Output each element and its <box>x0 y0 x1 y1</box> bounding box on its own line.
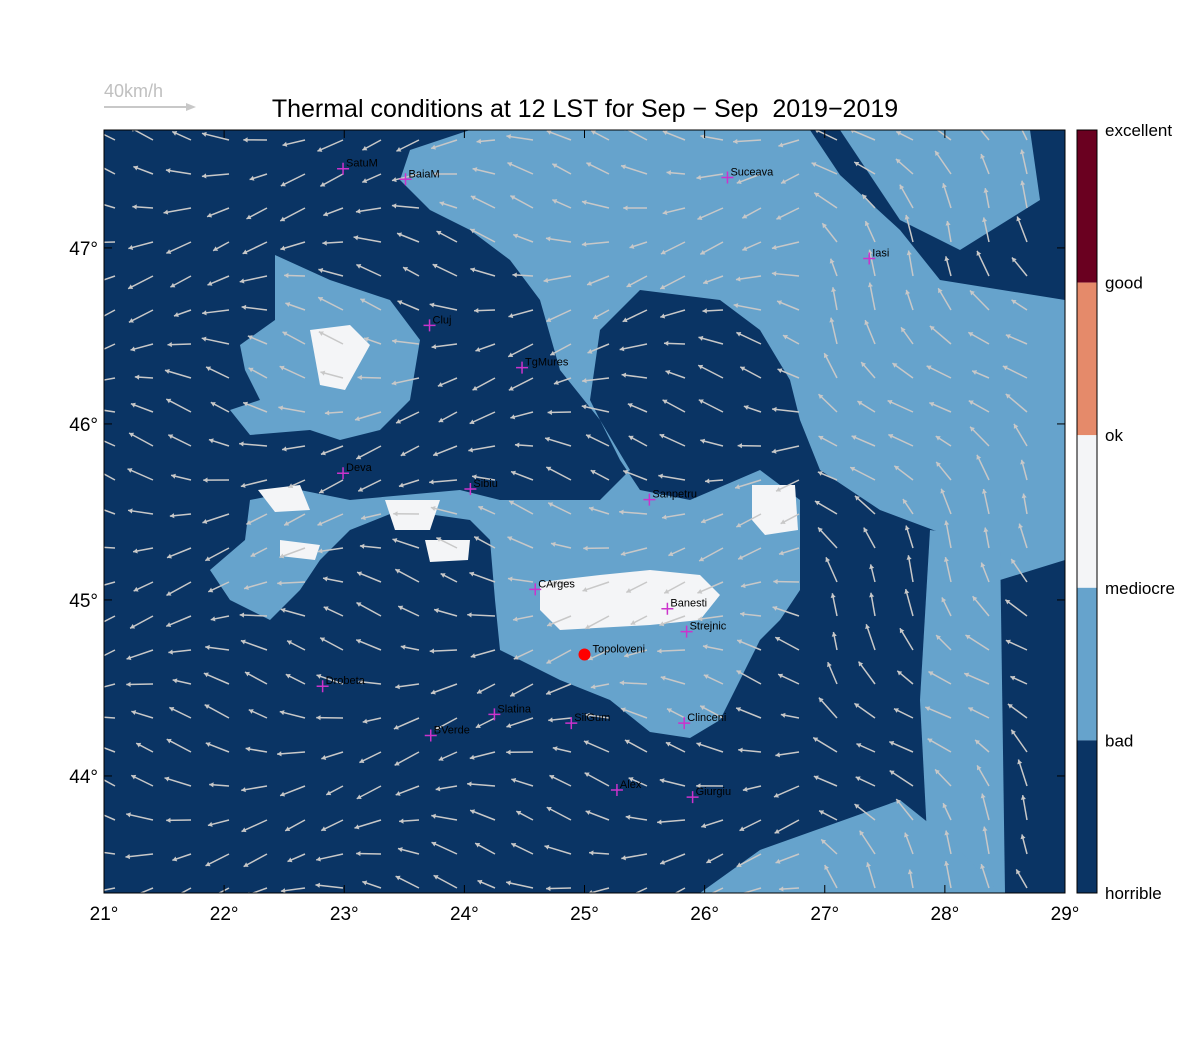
colorbar-segment <box>1077 283 1097 436</box>
wind-arrow-head <box>130 893 135 898</box>
wind-arrow-head <box>172 894 177 899</box>
wind-arrow-head <box>95 279 100 284</box>
city-label: SatuM <box>346 158 378 170</box>
city-label: Slatina <box>497 703 532 715</box>
wind-arrow-head <box>94 468 99 473</box>
colorbar-segment <box>1077 740 1097 893</box>
x-tick-label: 26° <box>690 904 719 925</box>
wind-arrow-head <box>1018 122 1023 127</box>
city-label: BVerde <box>434 724 470 736</box>
city-label: Cluj <box>433 314 452 326</box>
wind-arrow-head <box>930 124 935 129</box>
city-label: Deva <box>346 462 373 474</box>
chart-title: Thermal conditions at 12 LST for Sep − S… <box>272 95 898 123</box>
colorbar-segment <box>1077 435 1097 588</box>
wind-arrow-head <box>88 380 93 385</box>
colorbar-label: excellent <box>1105 121 1172 140</box>
wind-arrow-head <box>665 895 670 900</box>
wind-arrow-head <box>87 714 91 719</box>
x-tick-label: 28° <box>931 904 960 925</box>
x-tick-label: 23° <box>330 904 359 925</box>
wind-arrow-head <box>90 199 95 204</box>
wind-arrow-head <box>88 890 93 895</box>
wind-arrow-head <box>204 897 209 902</box>
wind-arrow-head <box>91 585 96 590</box>
city-label: Iasi <box>872 247 889 259</box>
wind-arrow-head <box>90 161 95 166</box>
wind-arrow-head <box>96 655 101 660</box>
colorbar-label: horrible <box>1105 884 1162 903</box>
city-label: Alex <box>620 779 642 791</box>
colorbar-segment <box>1077 130 1097 283</box>
wind-arrow-head <box>622 896 627 901</box>
city-label: Giurgiu <box>696 786 731 798</box>
city-label: TgMures <box>525 357 569 369</box>
city-label: Clinceni <box>687 712 726 724</box>
highlight-label: Topoloveni <box>593 644 646 656</box>
y-tick-label: 46° <box>69 415 98 436</box>
x-tick-label: 24° <box>450 904 479 925</box>
city-label: BaiaM <box>409 168 440 180</box>
wind-arrow-head <box>972 120 977 125</box>
wind-arrow-head <box>90 352 95 357</box>
y-tick-label: 45° <box>69 591 98 612</box>
reference-arrow: 40km/h <box>104 81 196 111</box>
y-tick-label: 44° <box>69 767 98 788</box>
wind-arrow-head <box>701 894 706 899</box>
map-field: SatuM BaiaM Suceava Iasi Cluj TgMures Deva Sibi… <box>87 120 1065 901</box>
city-label: Strejnic <box>690 621 727 633</box>
city-label: SilGum <box>574 712 610 724</box>
x-tick-label: 25° <box>570 904 599 925</box>
city-label: Suceava <box>730 167 774 179</box>
wind-arrow-head <box>91 128 96 133</box>
colorbar-segment <box>1077 588 1097 741</box>
city-label: Sibiu <box>473 478 497 490</box>
reference-arrow-label: 40km/h <box>104 81 163 101</box>
wind-arrow-head <box>98 438 103 443</box>
city-label: Drobeta <box>326 675 366 687</box>
wind-arrow-head <box>97 812 102 817</box>
wind-arrow-head <box>92 318 97 323</box>
x-tick-label: 27° <box>810 904 839 925</box>
colorbar-label: mediocre <box>1105 579 1175 598</box>
wind-arrow-head <box>90 742 95 747</box>
wind-arrow-head <box>97 621 102 626</box>
colorbar-label: bad <box>1105 731 1133 750</box>
wind-arrow-head <box>91 849 96 854</box>
city-label: CArges <box>538 578 575 590</box>
wind-arrow-head <box>92 407 97 412</box>
highlight-marker <box>579 649 591 661</box>
x-tick-label: 29° <box>1051 904 1080 925</box>
colorbar-label: ok <box>1105 426 1123 445</box>
colorbar-label: good <box>1105 274 1143 293</box>
wind-arrow-head <box>90 687 95 692</box>
city-label: Sanpetru <box>652 489 697 501</box>
city-label: Banesti <box>670 598 707 610</box>
x-tick-label: 22° <box>210 904 239 925</box>
wind-arrow-head <box>87 544 91 549</box>
x-tick-label: 21° <box>90 904 119 925</box>
wind-arrow-head <box>89 504 94 509</box>
y-tick-label: 47° <box>69 239 98 260</box>
